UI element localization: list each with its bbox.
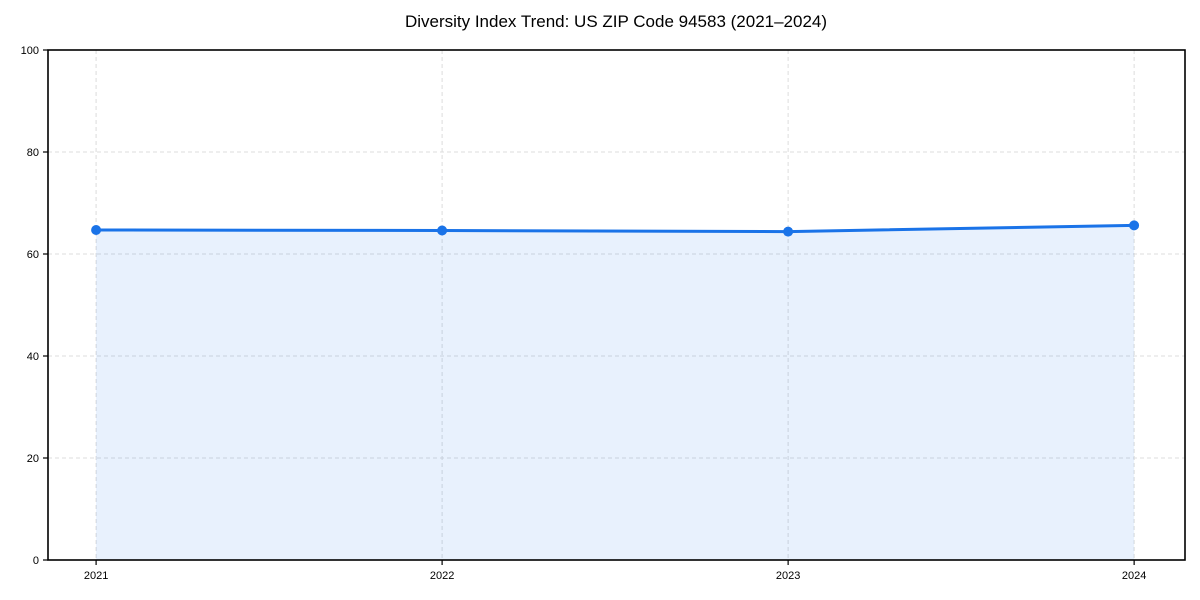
x-tick-label: 2022 — [430, 570, 454, 582]
y-tick-label: 60 — [27, 249, 39, 261]
plot-border — [47, 49, 1186, 561]
data-point — [437, 225, 448, 236]
x-tick-label: 2023 — [776, 570, 800, 582]
y-tick-label: 80 — [27, 147, 39, 159]
x-tick-label: 2021 — [84, 570, 108, 582]
y-tick-label: 0 — [33, 555, 39, 567]
chart-title: Diversity Index Trend: US ZIP Code 94583… — [405, 12, 827, 31]
series-layer — [91, 220, 1140, 560]
area-fill — [96, 225, 1135, 560]
data-point — [1129, 220, 1140, 231]
y-tick-label: 40 — [27, 351, 39, 363]
trend-line — [94, 223, 1136, 234]
axis-layer: 2021 2022 2023 2024 0 20 40 60 80 100 — [21, 45, 1186, 582]
data-point — [783, 226, 794, 237]
y-tick-label: 20 — [27, 453, 39, 465]
x-tick-label: 2024 — [1122, 570, 1146, 582]
y-tick-label: 100 — [21, 45, 39, 57]
data-point — [91, 225, 102, 235]
